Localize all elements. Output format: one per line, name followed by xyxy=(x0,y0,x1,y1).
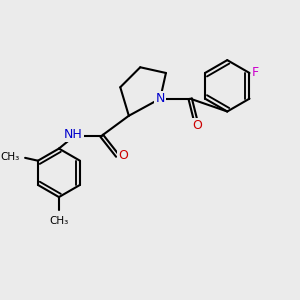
Text: CH₃: CH₃ xyxy=(49,216,69,226)
Text: NH: NH xyxy=(64,128,82,141)
Text: N: N xyxy=(155,92,165,105)
Text: O: O xyxy=(118,149,128,162)
Text: F: F xyxy=(252,67,259,80)
Text: CH₃: CH₃ xyxy=(0,152,20,162)
Text: O: O xyxy=(192,119,202,132)
